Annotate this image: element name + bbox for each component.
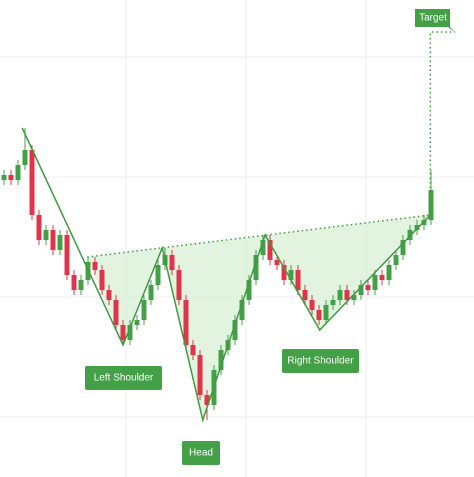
candle-body bbox=[36, 215, 42, 240]
candle-body bbox=[183, 300, 189, 345]
candle-body bbox=[407, 230, 413, 240]
candle-body bbox=[8, 175, 14, 180]
candle-body bbox=[316, 310, 322, 320]
candle-body bbox=[358, 285, 364, 295]
candle-body bbox=[176, 270, 182, 300]
candle-body bbox=[1, 175, 7, 180]
candle-body bbox=[204, 395, 210, 405]
candle-body bbox=[372, 275, 378, 290]
candle-body bbox=[246, 280, 252, 300]
candle-body bbox=[120, 325, 126, 340]
candle-body bbox=[29, 150, 35, 215]
label-box bbox=[282, 349, 359, 373]
candle-body bbox=[295, 270, 301, 290]
candle-body bbox=[50, 230, 56, 250]
candle-body bbox=[43, 230, 49, 240]
candle-body bbox=[99, 270, 105, 290]
candle-body bbox=[365, 285, 371, 290]
pattern-line bbox=[21, 127, 431, 423]
label-box bbox=[182, 441, 220, 465]
candle-body bbox=[281, 265, 287, 280]
target-label: Target bbox=[419, 13, 447, 24]
candles bbox=[1, 128, 434, 420]
candle-body bbox=[127, 325, 133, 340]
candle-body bbox=[78, 280, 84, 290]
target-box bbox=[415, 9, 456, 33]
left-shoulder-label: Left Shoulder bbox=[94, 373, 154, 384]
candle-body bbox=[197, 355, 203, 395]
candle-body bbox=[22, 150, 28, 165]
candle-body bbox=[260, 240, 266, 255]
candle-body bbox=[253, 255, 259, 280]
target-line bbox=[429, 31, 455, 215]
labels: Target Left Shoulder Head Right Shoulder bbox=[85, 9, 456, 465]
candle-body bbox=[71, 275, 77, 290]
candle-body bbox=[92, 262, 98, 270]
candle-body bbox=[169, 255, 175, 270]
candle-body bbox=[393, 255, 399, 265]
candle-body bbox=[232, 320, 238, 340]
candle-body bbox=[351, 295, 357, 300]
label-box bbox=[85, 366, 162, 390]
candle-body bbox=[218, 350, 224, 370]
candle-body bbox=[302, 290, 308, 300]
candle-body bbox=[323, 305, 329, 320]
pattern-lines bbox=[21, 31, 455, 423]
candle-body bbox=[106, 290, 112, 300]
head-label: Head bbox=[189, 448, 213, 459]
candle-body bbox=[64, 235, 70, 275]
candle-body bbox=[239, 300, 245, 320]
candle-body bbox=[134, 320, 140, 325]
candle-body bbox=[337, 290, 343, 300]
candle-body bbox=[141, 300, 147, 320]
candle-body bbox=[148, 285, 154, 300]
candle-body bbox=[379, 275, 385, 280]
candle-body bbox=[309, 300, 315, 310]
candle-body bbox=[344, 290, 350, 300]
candle-body bbox=[274, 260, 280, 265]
candle-body bbox=[400, 240, 406, 255]
candle-body bbox=[190, 345, 196, 355]
candle-body bbox=[267, 240, 273, 260]
candle-body bbox=[15, 165, 21, 180]
candle-body bbox=[57, 235, 63, 250]
candle-body bbox=[113, 300, 119, 325]
candle-body bbox=[330, 300, 336, 305]
candle-body bbox=[288, 270, 294, 280]
candle-body bbox=[386, 265, 392, 280]
right-shoulder-label: Right Shoulder bbox=[287, 356, 354, 367]
candle-body bbox=[414, 225, 420, 230]
candle-body bbox=[155, 265, 161, 285]
